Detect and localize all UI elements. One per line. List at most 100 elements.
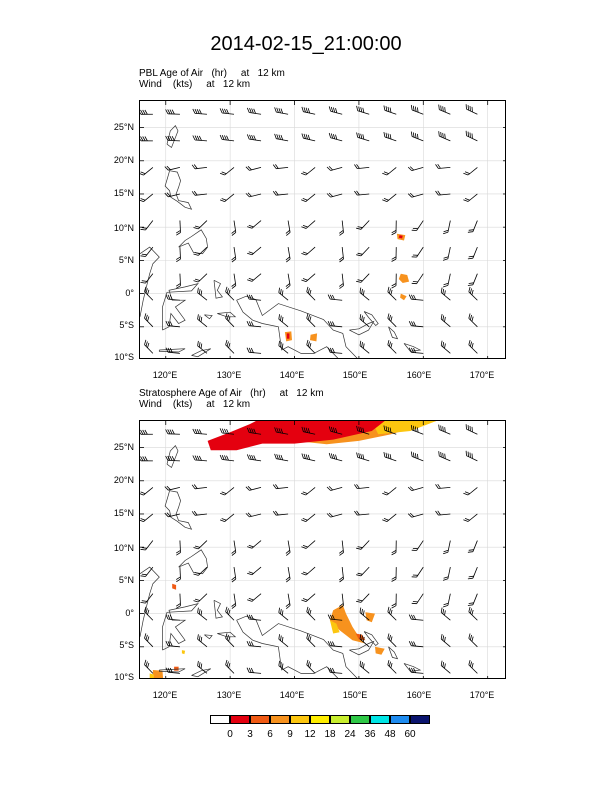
- wind-barb-flag: [280, 134, 284, 140]
- wind-barb-flag: [302, 571, 308, 574]
- wind-barb: [165, 640, 180, 648]
- wind-barb-flag: [275, 484, 279, 489]
- wind-barb: [193, 540, 208, 550]
- wind-barb: [274, 453, 289, 462]
- wind-barb-flag: [435, 164, 439, 169]
- wind-barb-flag: [328, 452, 331, 458]
- wind-barb-flag: [333, 427, 336, 433]
- wind-barb-flag: [176, 258, 181, 263]
- wind-barb-flag: [359, 287, 362, 293]
- wind-barb: [175, 593, 181, 609]
- wind-barb: [468, 659, 478, 674]
- wind-barb-flag: [408, 614, 412, 620]
- wind-barb-flag: [147, 342, 150, 348]
- coastline: [178, 229, 208, 255]
- wind-barb: [306, 286, 316, 301]
- wind-barb-flag: [228, 289, 231, 295]
- wind-barb-flag: [442, 662, 445, 668]
- wind-barb-flag: [390, 609, 393, 615]
- wind-barb: [164, 512, 181, 518]
- wind-barb-flag: [198, 289, 201, 295]
- wind-barb: [467, 566, 478, 580]
- wind-barb: [440, 287, 451, 301]
- wind-barb-flag: [361, 315, 363, 321]
- wind-barb: [408, 321, 424, 328]
- wind-barb-flag: [356, 547, 362, 550]
- wind-barb: [387, 340, 397, 354]
- wind-barb: [301, 513, 316, 522]
- wind-barb-flag: [219, 492, 225, 496]
- coastline: [164, 490, 193, 530]
- wind-barb-flag: [327, 347, 331, 353]
- wind-barb-flag: [165, 614, 169, 620]
- colorbar-swatch: [210, 715, 230, 724]
- wind-barb-flag: [356, 227, 362, 230]
- wind-barb-flag: [141, 253, 147, 256]
- wind-barb-flag: [442, 315, 445, 321]
- colorbar-label: 18: [324, 729, 336, 740]
- wind-barb: [339, 593, 344, 609]
- wind-barb-flag: [362, 610, 365, 616]
- wind-barb-flag: [329, 321, 333, 327]
- wind-barb: [326, 166, 343, 171]
- wind-barb: [192, 135, 207, 142]
- wind-barb-flag: [140, 602, 146, 604]
- wind-barb-flag: [226, 314, 229, 320]
- wind-barb-flag: [231, 229, 236, 234]
- wind-barb-flag: [193, 280, 199, 283]
- wind-barb-flag: [302, 278, 308, 281]
- wind-barb-flag: [140, 548, 146, 551]
- wind-barb-flag: [165, 347, 169, 353]
- wind-barb-flag: [303, 107, 306, 113]
- wind-barb-flag: [169, 135, 173, 141]
- lat-label: 15°N: [113, 508, 134, 518]
- wind-barb-flag: [438, 424, 440, 430]
- wind-barb-flag: [192, 455, 196, 461]
- wind-barb-flag: [411, 667, 414, 673]
- wind-barb-flag: [328, 132, 331, 138]
- wind-barb-flag: [385, 426, 388, 432]
- wind-barb: [411, 593, 424, 605]
- wind-barb: [356, 105, 370, 115]
- panel1-title-line2: Wind (kts) at 12 km: [139, 79, 251, 90]
- colorbar-swatch: [230, 715, 250, 724]
- wind-barb-flag: [358, 426, 361, 432]
- wind-barb: [301, 246, 316, 256]
- colorbar-swatch: [330, 715, 350, 724]
- wind-barb-flag: [231, 576, 236, 581]
- wind-barb-flag: [357, 572, 363, 575]
- wind-barb-flag: [362, 290, 365, 296]
- wind-barb-flag: [140, 109, 144, 115]
- panel2-lon-axis: 120°E 130°E 140°E 150°E 160°E 170°E: [139, 690, 506, 702]
- wind-barb-flag: [246, 321, 250, 326]
- wind-barb-flag: [147, 609, 150, 615]
- wind-barb-flag: [221, 171, 227, 175]
- wind-barb-flag: [442, 285, 449, 288]
- wind-barb-flag: [388, 314, 391, 320]
- wind-barb-flag: [140, 431, 142, 435]
- wind-barb-flag: [274, 427, 277, 433]
- wind-barb: [301, 593, 316, 602]
- wind-barb-flag: [463, 199, 469, 202]
- coastline: [388, 646, 399, 660]
- lon-label: 150°E: [342, 690, 368, 700]
- wind-barb-flag: [225, 286, 228, 292]
- wind-barb-flag: [285, 549, 291, 554]
- wind-barb-flag: [468, 602, 474, 604]
- wind-barb-flag: [251, 108, 254, 114]
- wind-barb: [356, 273, 370, 283]
- wind-barb-flag: [417, 133, 419, 139]
- wind-barb-flag: [301, 546, 307, 549]
- wind-barb: [245, 512, 262, 518]
- wind-barb-flag: [164, 166, 169, 171]
- wind-barb-flag: [357, 252, 363, 255]
- wind-barb-flag: [362, 663, 365, 669]
- wind-barb-flag: [248, 614, 252, 620]
- coastline: [158, 348, 186, 353]
- wind-barb-flag: [383, 198, 389, 201]
- wind-barb-flag: [248, 667, 252, 673]
- wind-barb-flag: [383, 105, 386, 111]
- wind-barb-flag: [165, 640, 169, 646]
- wind-barb: [339, 567, 344, 583]
- wind-barb-flag: [301, 253, 307, 256]
